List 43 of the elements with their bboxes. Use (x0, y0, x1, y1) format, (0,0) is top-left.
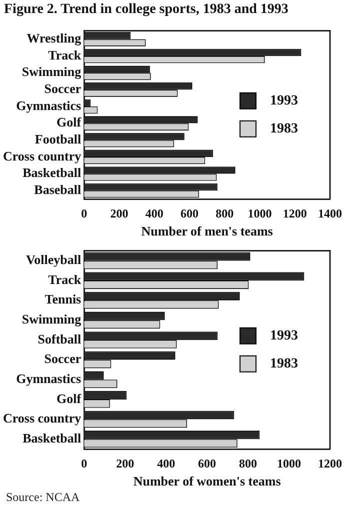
y-tick-label: Swimming (22, 312, 82, 327)
y-tick-label: Tennis (44, 292, 82, 307)
legend-label: 1983 (270, 122, 298, 137)
x-tick-label: 800 (216, 206, 234, 220)
y-tick-label: Gymnastics (16, 98, 82, 113)
y-tick-label: Cross country (2, 148, 82, 164)
chart-title: Figure 2. Trend in college sports, 1983 and 1993 (3, 1, 290, 19)
x-tick-label: 400 (145, 206, 164, 220)
x-tick-label: 1400 (318, 206, 342, 220)
y-tick-label: Football (34, 131, 82, 146)
x-tick-label: 800 (239, 456, 258, 470)
y-tick-label: Wrestling (26, 30, 82, 46)
y-tick-label: Golf (56, 114, 82, 130)
y-tick-label: Track (48, 272, 82, 287)
x-tick-label: 0 (81, 206, 88, 220)
x-axis-title: Number of women's teams (133, 474, 281, 489)
x-tick-label: 0 (81, 456, 88, 470)
legend-label: 1983 (270, 356, 298, 372)
x-tick-label: 1000 (277, 456, 302, 470)
y-tick-label: Soccer (44, 351, 82, 366)
y-tick-label: Basketball (22, 165, 82, 180)
y-tick-label: Basketball (22, 430, 82, 446)
x-tick-label: 200 (116, 456, 134, 470)
source-note: Source: NCAA (5, 490, 81, 505)
x-tick-label: 200 (110, 206, 128, 220)
y-tick-label: Softball (38, 331, 82, 346)
x-tick-label: 1000 (248, 206, 272, 220)
legend-label: 1993 (270, 94, 298, 109)
x-tick-label: 1200 (282, 206, 307, 220)
y-tick-label: Swimming (22, 64, 82, 80)
y-tick-label: Baseball (34, 182, 82, 197)
x-axis-title: Number of men's teams (141, 224, 273, 239)
y-tick-label: Golf (56, 390, 82, 406)
y-tick-label: Cross country (2, 410, 82, 426)
y-tick-label: Volleyball (26, 252, 82, 268)
x-tick-label: 600 (180, 206, 198, 220)
legend-label: 1993 (270, 328, 298, 344)
y-tick-label: Track (48, 47, 82, 62)
x-tick-label: 600 (198, 456, 216, 470)
y-tick-label: Soccer (44, 81, 82, 96)
y-tick-label: Gymnastics (16, 370, 82, 386)
x-tick-label: 400 (157, 456, 176, 470)
x-tick-label: 1200 (318, 456, 342, 470)
